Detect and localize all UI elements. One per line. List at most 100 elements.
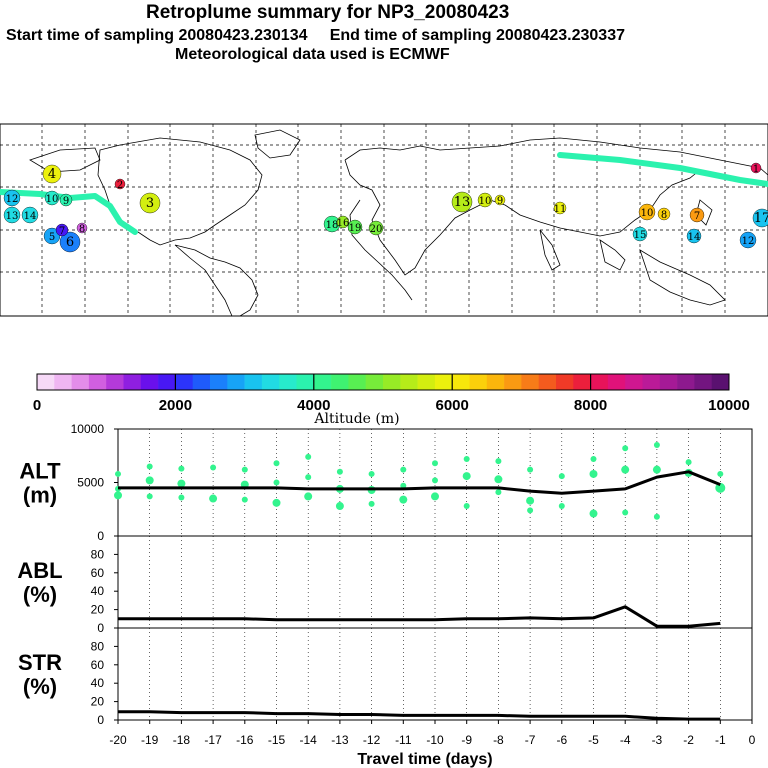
altitude-point bbox=[462, 472, 471, 481]
map-marker bbox=[739, 231, 757, 249]
map-marker bbox=[3, 206, 21, 224]
colorbar-swatch bbox=[400, 374, 418, 390]
altitude-point bbox=[589, 469, 598, 478]
altitude-point bbox=[146, 493, 153, 500]
colorbar-swatch bbox=[383, 374, 401, 390]
map-marker-label: 8 bbox=[79, 224, 85, 235]
altitude-point bbox=[210, 464, 217, 471]
y-tick-label: 40 bbox=[91, 584, 105, 598]
map-marker bbox=[477, 192, 493, 208]
altitude-point bbox=[589, 509, 598, 518]
y-tick-label: 80 bbox=[91, 547, 105, 561]
altitude-point bbox=[273, 479, 280, 486]
colorbar-tick-label: 0 bbox=[33, 397, 41, 414]
map-marker bbox=[336, 215, 350, 229]
panel-unit-label: (%) bbox=[23, 674, 57, 699]
colorbar-swatch bbox=[694, 374, 712, 390]
map-marker-label: 9 bbox=[497, 196, 503, 207]
map-marker-label: 4 bbox=[48, 167, 56, 182]
x-tick-label: -20 bbox=[109, 733, 127, 747]
altitude-point bbox=[495, 489, 502, 496]
colorbar-swatch bbox=[556, 374, 574, 390]
colorbar-swatch bbox=[607, 374, 626, 390]
coastline bbox=[174, 244, 259, 317]
map-marker bbox=[3, 189, 21, 207]
colorbar-swatch bbox=[417, 374, 436, 390]
panel-frame bbox=[117, 535, 753, 629]
x-tick-label: -1 bbox=[715, 733, 726, 747]
x-tick-label: -4 bbox=[620, 733, 631, 747]
altitude-point bbox=[145, 476, 154, 485]
map-marker-label: 15 bbox=[634, 230, 647, 241]
map-marker-label: 11 bbox=[554, 204, 567, 215]
map-marker-label: 20 bbox=[370, 224, 383, 235]
y-tick-label: 0 bbox=[97, 529, 104, 543]
altitude-point bbox=[177, 479, 186, 488]
map-marker bbox=[347, 219, 363, 235]
colorbar-swatch bbox=[106, 374, 124, 390]
map-marker bbox=[55, 223, 69, 237]
map-marker-label: 12 bbox=[742, 236, 755, 247]
map-marker-label: 18 bbox=[326, 220, 339, 231]
x-tick-label: -19 bbox=[141, 733, 159, 747]
altitude-point bbox=[653, 442, 660, 449]
altitude-point bbox=[590, 455, 597, 462]
map-marker-label: 7 bbox=[59, 226, 65, 237]
map-marker-label: 17 bbox=[754, 211, 768, 226]
altitude-point bbox=[495, 458, 502, 465]
coastline bbox=[254, 129, 301, 159]
altitude-point bbox=[622, 509, 629, 516]
x-tick-label: -18 bbox=[173, 733, 191, 747]
colorbar-tick-label: 4000 bbox=[297, 397, 330, 414]
x-tick-label: -11 bbox=[395, 733, 412, 747]
map-marker bbox=[44, 190, 60, 206]
map-marker-label: 16 bbox=[337, 218, 350, 229]
colorbar-swatch bbox=[88, 374, 107, 390]
colorbar-swatch bbox=[659, 374, 678, 390]
altitude-point bbox=[335, 502, 344, 511]
map-marker-label: 9 bbox=[63, 196, 69, 207]
altitude-point bbox=[685, 459, 692, 466]
y-tick-label: 5000 bbox=[77, 476, 104, 490]
x-tick-label: 0 bbox=[749, 733, 756, 747]
colorbar-swatch bbox=[677, 374, 695, 390]
map-marker bbox=[59, 193, 73, 207]
altitude-point bbox=[368, 470, 375, 477]
map-marker-label: 13 bbox=[6, 211, 19, 222]
y-tick-label: 0 bbox=[97, 621, 104, 635]
altitude-point bbox=[209, 494, 218, 503]
altitude-point bbox=[432, 460, 438, 467]
altitude-point bbox=[305, 453, 312, 460]
trajectory-path bbox=[0, 189, 138, 235]
panel-unit-label: (m) bbox=[23, 483, 57, 508]
colorbar-swatch bbox=[261, 374, 280, 390]
start-time: Start time of sampling 20080423.230134 bbox=[6, 27, 308, 44]
altitude-point bbox=[272, 498, 281, 507]
altitude-point bbox=[558, 473, 565, 480]
x-tick-label: -8 bbox=[493, 733, 504, 747]
map-marker bbox=[59, 231, 81, 253]
altitude-point bbox=[399, 495, 408, 504]
y-tick-label: 10000 bbox=[71, 422, 105, 436]
colorbar-swatch bbox=[227, 374, 245, 390]
y-tick-label: 80 bbox=[91, 639, 105, 653]
colorbar-tick-label: 10000 bbox=[708, 397, 750, 414]
map-marker bbox=[689, 207, 705, 223]
colorbar-swatch bbox=[71, 374, 90, 390]
map-marker bbox=[451, 191, 473, 213]
altitude-colorbar: 0 2000 4000 6000 8000 10000 bbox=[33, 373, 750, 414]
map-marker-label: 19 bbox=[349, 223, 362, 234]
map-marker-label: 7 bbox=[694, 211, 700, 222]
altitude-point bbox=[463, 455, 470, 462]
altitude-point bbox=[652, 465, 661, 474]
met-data-note: Meteorological data used is ECMWF bbox=[175, 46, 450, 63]
colorbar-swatch bbox=[573, 374, 591, 390]
x-tick-label: -12 bbox=[363, 733, 381, 747]
map-marker-label: 13 bbox=[454, 195, 471, 210]
y-tick-label: 40 bbox=[91, 676, 105, 690]
colorbar-swatch bbox=[504, 374, 522, 390]
map-marker-label: 10 bbox=[46, 194, 59, 205]
